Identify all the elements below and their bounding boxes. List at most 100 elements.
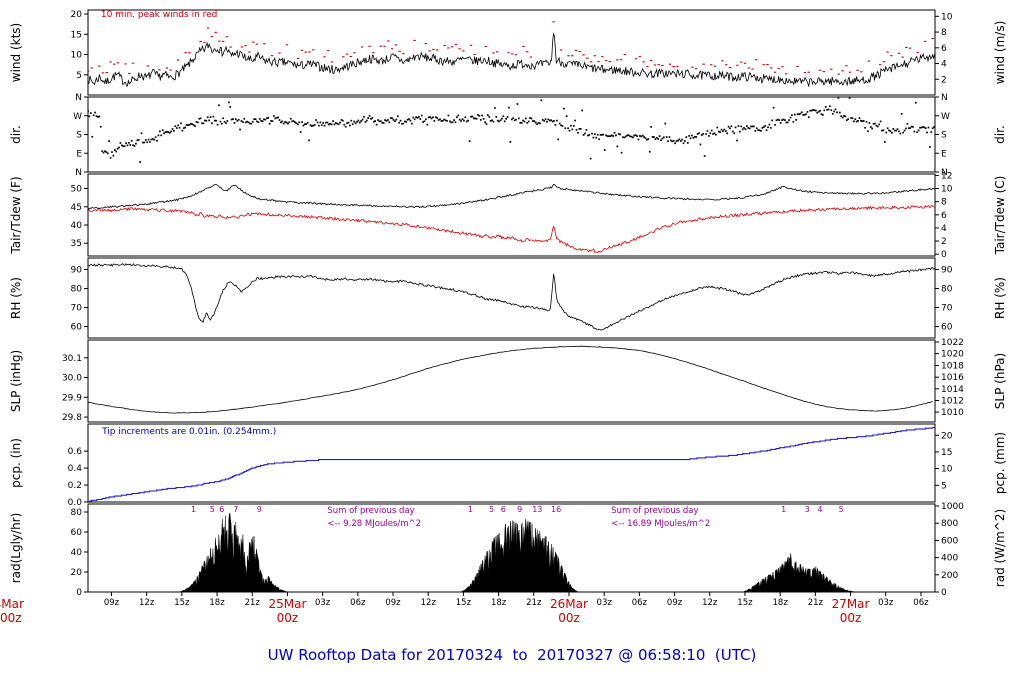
svg-text:2: 2 (941, 75, 947, 85)
svg-text:Sum of previous day: Sum of previous day (327, 506, 414, 516)
svg-text:03z: 03z (597, 598, 613, 608)
svg-text:0.0: 0.0 (68, 498, 83, 508)
svg-text:12z: 12z (421, 598, 437, 608)
svg-text:0.2: 0.2 (68, 481, 82, 491)
svg-text:40: 40 (71, 221, 83, 231)
svg-text:60: 60 (71, 528, 83, 538)
svg-text:600: 600 (941, 536, 958, 546)
svg-text:03z: 03z (315, 598, 331, 608)
svg-text:60: 60 (71, 323, 83, 333)
svg-text:1016: 1016 (941, 373, 964, 383)
svg-text:60: 60 (941, 323, 953, 333)
svg-text:Sum of previous day: Sum of previous day (611, 506, 698, 516)
svg-text:10: 10 (941, 465, 953, 475)
svg-text:18z: 18z (209, 598, 225, 608)
svg-text:5: 5 (941, 481, 947, 491)
panel-tair_tdew: 35 40 45 50 0 2 4 6 8 10 12 Tair/Tdew (F) Tair/Tdew … (9, 171, 1007, 260)
svg-text:8: 8 (941, 28, 947, 38)
svg-text:00z: 00z (277, 611, 299, 625)
svg-text:W: W (941, 112, 950, 122)
svg-text:15z: 15z (737, 598, 753, 608)
svg-text:5: 5 (489, 505, 494, 514)
svg-text:1: 1 (191, 505, 196, 514)
svg-text:Tip increments are 0.01in. (0.: Tip increments are 0.01in. (0.254mm.) (101, 427, 276, 437)
svg-text:0.6: 0.6 (68, 447, 83, 457)
svg-text:0: 0 (76, 588, 82, 598)
panel-wind: 5 10 15 20 2 4 6 8 10 wind (kts) wind (m/s) 10 min.… (9, 9, 1007, 96)
svg-text:N: N (75, 93, 82, 103)
svg-text:06z: 06z (913, 598, 929, 608)
svg-text:00z: 00z (0, 611, 22, 625)
svg-text:21z: 21z (245, 598, 261, 608)
svg-text:0: 0 (941, 588, 947, 598)
svg-text:21z: 21z (808, 598, 824, 608)
svg-text:4: 4 (941, 224, 947, 234)
svg-text:dir.: dir. (9, 125, 23, 144)
svg-text:15: 15 (71, 30, 82, 40)
svg-text:rad (W/m^2): rad (W/m^2) (993, 509, 1007, 587)
svg-text:W: W (73, 112, 82, 122)
svg-text:00z: 00z (840, 611, 862, 625)
svg-text:5: 5 (76, 71, 82, 81)
svg-text:18z: 18z (491, 598, 507, 608)
svg-text:70: 70 (71, 304, 83, 314)
svg-text:Tair/Tdew (C): Tair/Tdew (C) (993, 176, 1007, 256)
svg-text:800: 800 (941, 519, 958, 529)
svg-text:30.0: 30.0 (62, 374, 82, 384)
svg-text:10 min. peak winds in red: 10 min. peak winds in red (101, 10, 218, 20)
svg-text:1: 1 (468, 505, 473, 514)
svg-text:9: 9 (257, 505, 262, 514)
chart-title: UW Rooftop Data for 20170324 to 20170327… (267, 646, 757, 664)
svg-text:20: 20 (71, 568, 83, 578)
svg-text:3: 3 (805, 505, 810, 514)
svg-text:6: 6 (941, 211, 947, 221)
svg-text:400: 400 (941, 554, 958, 564)
svg-text:N: N (941, 168, 948, 178)
svg-text:12z: 12z (139, 598, 155, 608)
svg-text:5: 5 (839, 505, 844, 514)
svg-text:70: 70 (941, 304, 953, 314)
svg-text:7: 7 (233, 505, 238, 514)
svg-text:<-- 9.28 MJoules/m^2: <-- 9.28 MJoules/m^2 (327, 519, 421, 529)
svg-text:1018: 1018 (941, 361, 964, 371)
svg-text:12z: 12z (702, 598, 718, 608)
svg-text:21z: 21z (526, 598, 542, 608)
svg-text:Tair/Tdew (F): Tair/Tdew (F) (9, 176, 23, 254)
svg-text:2: 2 (941, 237, 947, 247)
svg-text:80: 80 (941, 284, 953, 294)
svg-text:00z: 00z (558, 611, 580, 625)
svg-text:27Mar: 27Mar (832, 597, 870, 611)
svg-text:16: 16 (551, 505, 561, 514)
svg-text:10: 10 (941, 185, 953, 195)
svg-text:N: N (941, 93, 948, 103)
svg-text:50: 50 (71, 185, 83, 195)
svg-text:1010: 1010 (941, 408, 964, 418)
svg-text:<-- 16.89 MJoules/m^2: <-- 16.89 MJoules/m^2 (611, 519, 710, 529)
svg-text:0.4: 0.4 (68, 464, 83, 474)
svg-text:6: 6 (501, 505, 506, 514)
svg-text:40: 40 (71, 548, 83, 558)
svg-text:24Mar: 24Mar (0, 597, 24, 611)
svg-text:09z: 09z (385, 598, 401, 608)
svg-text:35: 35 (71, 239, 82, 249)
svg-text:1000: 1000 (941, 502, 964, 512)
svg-text:15: 15 (941, 448, 952, 458)
svg-text:30.1: 30.1 (62, 354, 82, 364)
svg-text:90: 90 (71, 265, 83, 275)
svg-text:S: S (941, 131, 947, 141)
svg-text:18z: 18z (773, 598, 789, 608)
panel-pcp: 0.0 0.2 0.4 0.6 5 10 15 20 pcp. (in) pcp. (mm) Tip… (9, 423, 1007, 508)
svg-text:45: 45 (71, 203, 82, 213)
svg-text:4: 4 (941, 60, 947, 70)
svg-text:03z: 03z (878, 598, 894, 608)
svg-text:29.8: 29.8 (62, 413, 82, 423)
svg-text:25Mar: 25Mar (268, 597, 306, 611)
svg-text:0: 0 (941, 250, 947, 260)
svg-text:6: 6 (219, 505, 224, 514)
svg-text:RH (%): RH (%) (993, 277, 1007, 319)
svg-text:1014: 1014 (941, 385, 964, 395)
